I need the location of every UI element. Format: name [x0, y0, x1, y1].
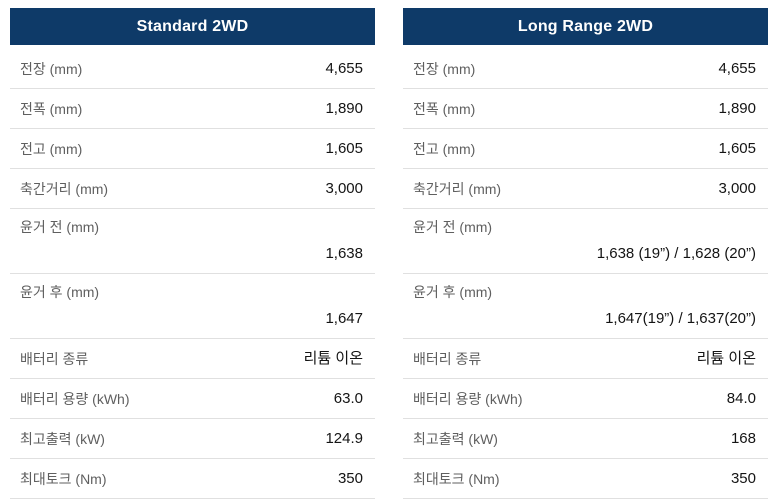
table-row: 축간거리 (mm) 3,000 [10, 169, 375, 209]
spec-label: 최고출력 (kW) [20, 430, 105, 447]
table-row: 최고출력 (kW) 124.9 [10, 419, 375, 459]
table-row: 최고출력 (kW) 168 [403, 419, 768, 459]
spec-label: 최대토크 (Nm) [413, 470, 500, 487]
spec-label: 배터리 용량 (kWh) [413, 390, 523, 407]
table-row: 배터리 용량 (kWh) 84.0 [403, 379, 768, 419]
spec-value: 1,647 [325, 310, 363, 327]
table-row: 배터리 종류 리튬 이온 [403, 339, 768, 379]
spec-table-title: Standard 2WD [136, 17, 249, 35]
spec-label: 전고 (mm) [20, 140, 83, 157]
spec-label: 전장 (mm) [413, 60, 476, 77]
spec-value: 168 [730, 429, 756, 447]
spec-label: 윤거 후 (mm) [20, 284, 100, 300]
spec-table-long-range-2wd: Long Range 2WD 전장 (mm) 4,655 전폭 (mm) 1,8… [403, 8, 768, 499]
spec-value: 1,647(19”) / 1,637(20”) [605, 310, 756, 327]
table-row: 윤거 전 (mm) 1,638 (19”) / 1,628 (20”) [403, 209, 768, 274]
spec-table-header: Long Range 2WD [403, 8, 768, 45]
spec-label: 배터리 종류 [413, 350, 482, 367]
spec-table-standard-2wd: Standard 2WD 전장 (mm) 4,655 전폭 (mm) 1,890… [10, 8, 375, 499]
spec-value: 124.9 [325, 429, 363, 447]
table-row: 축간거리 (mm) 3,000 [403, 169, 768, 209]
table-row: 전폭 (mm) 1,890 [403, 89, 768, 129]
spec-value: 350 [730, 469, 756, 487]
spec-value: 1,605 [718, 139, 756, 157]
table-row: 전고 (mm) 1,605 [10, 129, 375, 169]
spec-label: 윤거 후 (mm) [413, 284, 493, 300]
spec-value: 1,890 [325, 99, 363, 117]
spec-value: 350 [337, 469, 363, 487]
spec-value: 리튬 이온 [696, 349, 756, 367]
spec-value: 3,000 [718, 179, 756, 197]
table-row: 전고 (mm) 1,605 [403, 129, 768, 169]
spec-value: 84.0 [726, 389, 756, 407]
table-row: 전장 (mm) 4,655 [403, 49, 768, 89]
table-row: 윤거 후 (mm) 1,647(19”) / 1,637(20”) [403, 274, 768, 339]
spec-table-title: Long Range 2WD [517, 17, 654, 35]
spec-label: 배터리 종류 [20, 350, 89, 367]
spec-label: 축간거리 (mm) [20, 180, 109, 197]
spec-label: 최고출력 (kW) [413, 430, 498, 447]
table-row: 윤거 전 (mm) 1,638 [10, 209, 375, 274]
table-row: 배터리 용량 (kWh) 63.0 [10, 379, 375, 419]
spec-value: 리튬 이온 [303, 349, 363, 367]
spec-label: 윤거 전 (mm) [413, 219, 493, 235]
spec-label: 최대토크 (Nm) [20, 470, 107, 487]
spec-label: 전폭 (mm) [413, 100, 476, 117]
spec-value: 3,000 [325, 179, 363, 197]
spec-value: 1,605 [325, 139, 363, 157]
spec-label: 윤거 전 (mm) [20, 219, 100, 235]
spec-value: 4,655 [325, 59, 363, 77]
table-row: 배터리 종류 리튬 이온 [10, 339, 375, 379]
spec-table-body: 전장 (mm) 4,655 전폭 (mm) 1,890 전고 (mm) 1,60… [10, 45, 375, 499]
spec-label: 축간거리 (mm) [413, 180, 502, 197]
spec-value: 4,655 [718, 59, 756, 77]
spec-label: 전장 (mm) [20, 60, 83, 77]
table-row: 전폭 (mm) 1,890 [10, 89, 375, 129]
spec-table-body: 전장 (mm) 4,655 전폭 (mm) 1,890 전고 (mm) 1,60… [403, 45, 768, 499]
spec-value: 63.0 [333, 389, 363, 407]
spec-label: 배터리 용량 (kWh) [20, 390, 130, 407]
table-row: 윤거 후 (mm) 1,647 [10, 274, 375, 339]
table-row: 전장 (mm) 4,655 [10, 49, 375, 89]
spec-value: 1,638 (19”) / 1,628 (20”) [596, 245, 756, 262]
spec-table-header: Standard 2WD [10, 8, 375, 45]
table-row: 최대토크 (Nm) 350 [403, 459, 768, 499]
spec-label: 전폭 (mm) [20, 100, 83, 117]
table-row: 최대토크 (Nm) 350 [10, 459, 375, 499]
spec-value: 1,890 [718, 99, 756, 117]
spec-value: 1,638 [325, 245, 363, 262]
spec-label: 전고 (mm) [413, 140, 476, 157]
